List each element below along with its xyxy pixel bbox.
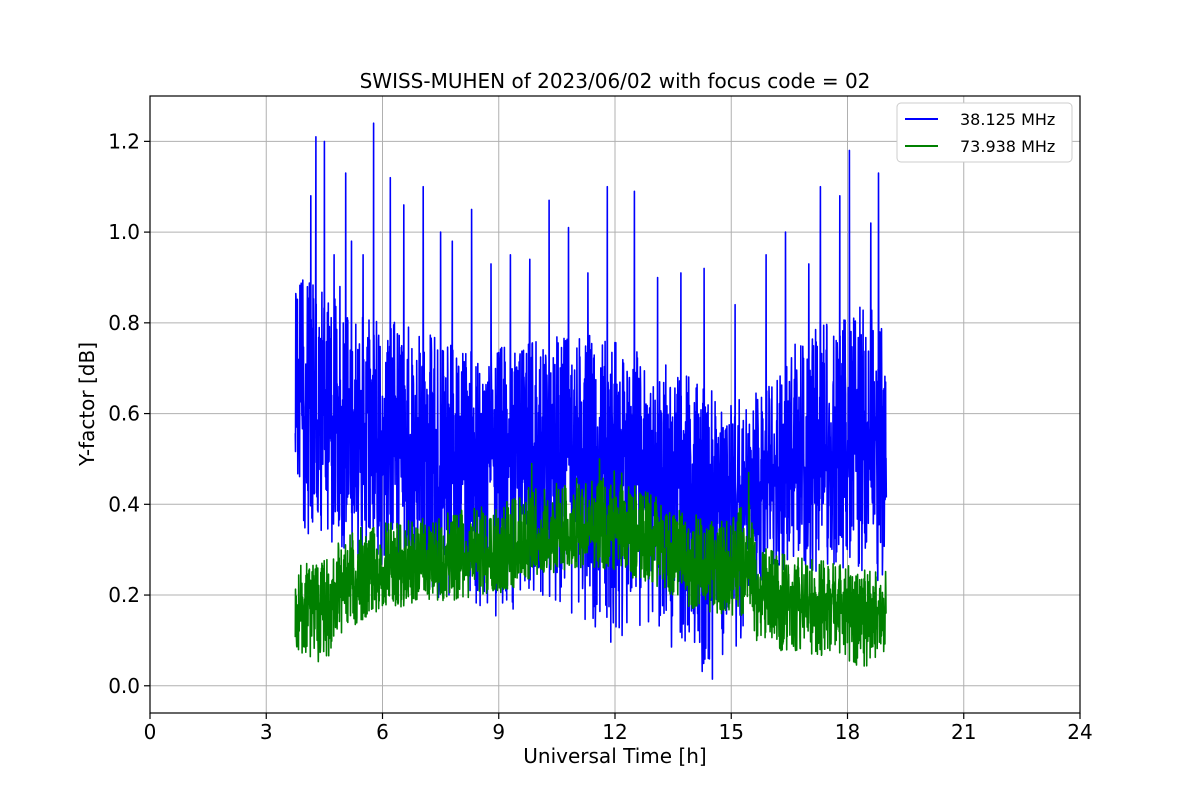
x-tick-label: 9 <box>492 720 505 744</box>
series-line-1 <box>294 458 887 667</box>
legend-label-73-mhz: 73.938 MHz <box>960 137 1055 156</box>
legend-box <box>896 102 1073 163</box>
legend-label-38-mhz: 38.125 MHz <box>960 110 1055 129</box>
x-tick-label: 3 <box>260 720 273 744</box>
y-tick-label: 1.2 <box>108 129 140 153</box>
x-axis-label: Universal Time [h] <box>523 744 706 768</box>
y-tick-label: 0.4 <box>108 492 140 516</box>
x-tick-label: 15 <box>719 720 744 744</box>
y-tick-label: 0.2 <box>108 583 140 607</box>
y-tick-label: 0.8 <box>108 311 140 335</box>
x-tick-label: 0 <box>144 720 157 744</box>
x-tick-label: 24 <box>1067 720 1092 744</box>
chart-title: SWISS-MUHEN of 2023/06/02 with focus cod… <box>360 69 871 93</box>
axis-ticks: 0 3 6 9 12 15 18 21 24 0.0 0.2 0.4 0.6 0.8 1.0 1.2 <box>108 129 1093 744</box>
x-tick-label: 18 <box>835 720 860 744</box>
legend: 38.125 MHz 73.938 MHz <box>896 102 1073 163</box>
y-tick-label: 0.0 <box>108 674 140 698</box>
y-tick-label: 1.0 <box>108 220 140 244</box>
plot-area <box>294 122 888 680</box>
x-tick-label: 21 <box>951 720 976 744</box>
series-line-0 <box>294 122 888 680</box>
y-tick-label: 0.6 <box>108 402 140 426</box>
x-tick-label: 12 <box>602 720 627 744</box>
x-tick-label: 6 <box>376 720 389 744</box>
y-axis-label: Y-factor [dB] <box>75 342 99 467</box>
